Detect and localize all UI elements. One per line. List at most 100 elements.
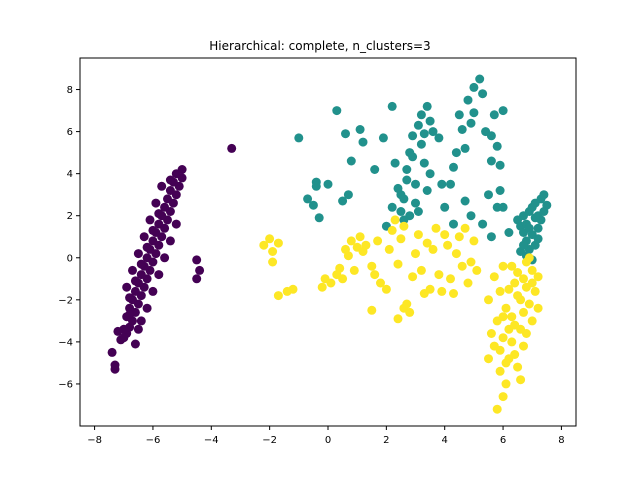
x-tick-label: 8 bbox=[558, 435, 564, 446]
data-point-cluster-1 bbox=[498, 106, 508, 116]
data-point-cluster-2 bbox=[425, 284, 435, 294]
data-point-cluster-2 bbox=[393, 259, 403, 269]
data-point-cluster-2 bbox=[265, 234, 275, 244]
data-point-cluster-1 bbox=[469, 82, 479, 92]
data-point-cluster-2 bbox=[449, 289, 458, 298]
data-point-cluster-0 bbox=[130, 276, 140, 286]
data-point-cluster-1 bbox=[402, 165, 412, 174]
data-point-cluster-2 bbox=[457, 261, 467, 271]
data-point-cluster-2 bbox=[338, 274, 348, 284]
data-point-cluster-2 bbox=[355, 232, 365, 242]
data-point-cluster-2 bbox=[446, 274, 455, 284]
data-point-cluster-1 bbox=[370, 165, 380, 174]
x-axis: −8 −6 −4 −2 0 2 4 6 8 bbox=[87, 426, 565, 446]
data-point-cluster-1 bbox=[425, 116, 435, 126]
data-point-cluster-0 bbox=[125, 303, 135, 313]
data-point-cluster-0 bbox=[192, 274, 202, 284]
data-point-cluster-0 bbox=[133, 324, 143, 334]
data-point-cluster-2 bbox=[504, 284, 514, 294]
plot-area bbox=[107, 74, 552, 414]
data-point-cluster-2 bbox=[268, 257, 278, 267]
data-point-cluster-0 bbox=[148, 286, 158, 296]
data-point-cluster-1 bbox=[308, 200, 318, 210]
data-point-cluster-2 bbox=[399, 221, 409, 231]
data-point-cluster-0 bbox=[136, 316, 146, 326]
data-point-cluster-2 bbox=[507, 261, 517, 271]
data-point-cluster-1 bbox=[466, 118, 476, 128]
data-point-cluster-2 bbox=[519, 307, 528, 317]
data-point-cluster-2 bbox=[498, 261, 508, 271]
data-point-cluster-2 bbox=[413, 230, 423, 240]
data-point-cluster-0 bbox=[142, 242, 152, 252]
data-point-cluster-0 bbox=[165, 236, 175, 246]
data-point-cluster-2 bbox=[370, 270, 380, 280]
x-tick-label: −8 bbox=[87, 435, 102, 446]
data-point-cluster-2 bbox=[349, 265, 359, 275]
data-point-cluster-1 bbox=[533, 234, 543, 244]
data-point-cluster-2 bbox=[346, 236, 356, 246]
data-point-cluster-1 bbox=[390, 158, 400, 168]
data-point-cluster-0 bbox=[139, 232, 149, 242]
y-tick-label: −6 bbox=[58, 379, 73, 390]
data-point-cluster-2 bbox=[387, 225, 397, 235]
data-point-cluster-2 bbox=[343, 251, 353, 261]
data-point-cluster-2 bbox=[507, 337, 517, 347]
data-point-cluster-1 bbox=[419, 158, 429, 168]
y-tick-label: 2 bbox=[67, 211, 73, 222]
x-tick-label: 0 bbox=[325, 435, 331, 446]
data-point-cluster-1 bbox=[519, 240, 528, 250]
data-point-cluster-1 bbox=[539, 207, 549, 216]
data-point-cluster-2 bbox=[384, 244, 394, 254]
data-point-cluster-2 bbox=[472, 265, 482, 275]
data-point-cluster-1 bbox=[408, 131, 418, 141]
data-point-cluster-1 bbox=[294, 133, 304, 143]
data-point-cluster-2 bbox=[463, 278, 473, 288]
data-point-cluster-2 bbox=[469, 236, 479, 246]
data-point-cluster-0 bbox=[154, 270, 164, 280]
data-point-cluster-2 bbox=[431, 223, 441, 233]
data-point-cluster-1 bbox=[422, 186, 432, 195]
data-point-cluster-0 bbox=[128, 265, 137, 275]
data-point-cluster-1 bbox=[413, 207, 423, 216]
data-point-cluster-2 bbox=[411, 249, 420, 259]
data-point-cluster-0 bbox=[163, 194, 172, 204]
data-point-cluster-2 bbox=[513, 362, 523, 372]
data-point-cluster-2 bbox=[396, 234, 406, 244]
data-point-cluster-1 bbox=[323, 179, 333, 189]
data-point-cluster-1 bbox=[449, 219, 458, 229]
data-point-cluster-2 bbox=[498, 333, 508, 343]
data-point-cluster-0 bbox=[130, 339, 140, 349]
data-point-cluster-1 bbox=[346, 156, 356, 166]
data-point-cluster-1 bbox=[486, 131, 496, 141]
data-point-cluster-2 bbox=[524, 299, 534, 309]
data-point-cluster-0 bbox=[148, 236, 158, 246]
data-point-cluster-2 bbox=[519, 341, 528, 351]
data-point-cluster-1 bbox=[341, 129, 350, 139]
data-point-cluster-0 bbox=[165, 175, 175, 185]
data-point-cluster-2 bbox=[440, 230, 450, 240]
data-point-cluster-1 bbox=[489, 110, 499, 120]
data-point-cluster-1 bbox=[419, 129, 429, 139]
data-point-cluster-1 bbox=[355, 125, 365, 134]
data-point-cluster-1 bbox=[495, 186, 505, 195]
y-tick-label: 6 bbox=[67, 127, 73, 138]
data-point-cluster-1 bbox=[338, 196, 348, 206]
data-point-cluster-1 bbox=[457, 125, 467, 134]
data-point-cluster-0 bbox=[119, 333, 129, 343]
data-point-cluster-2 bbox=[393, 314, 403, 324]
data-point-cluster-2 bbox=[367, 305, 377, 315]
data-point-cluster-0 bbox=[154, 219, 164, 229]
data-point-cluster-1 bbox=[332, 106, 342, 116]
data-point-cluster-1 bbox=[396, 207, 406, 216]
data-point-cluster-1 bbox=[446, 179, 455, 189]
data-point-cluster-1 bbox=[378, 133, 388, 143]
x-tick-label: −2 bbox=[262, 435, 277, 446]
data-point-cluster-0 bbox=[136, 259, 146, 269]
data-point-cluster-2 bbox=[498, 312, 508, 322]
y-tick-label: 8 bbox=[67, 85, 73, 96]
data-point-cluster-0 bbox=[122, 282, 132, 292]
data-point-cluster-1 bbox=[533, 223, 543, 233]
data-point-cluster-1 bbox=[451, 148, 461, 158]
data-point-cluster-1 bbox=[440, 202, 450, 212]
